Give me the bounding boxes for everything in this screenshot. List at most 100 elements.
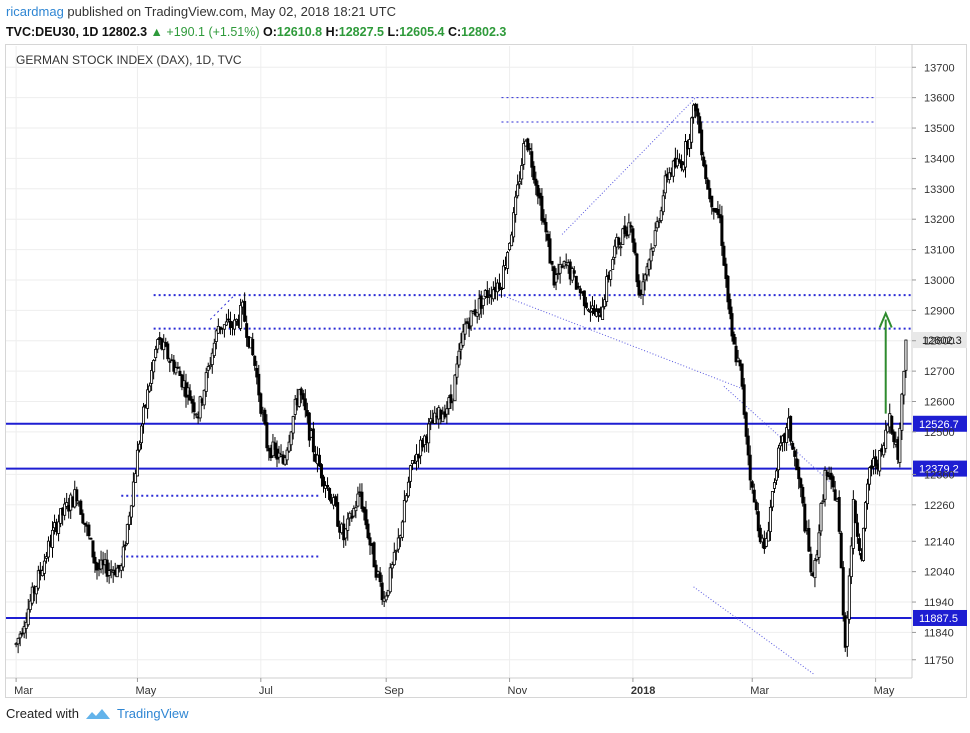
candle <box>170 354 174 362</box>
candle <box>131 472 135 508</box>
candle-body <box>560 265 564 268</box>
candle <box>702 151 706 168</box>
candle-body <box>16 637 20 645</box>
candle <box>87 522 91 540</box>
candle-body <box>322 476 326 487</box>
candle <box>609 270 613 287</box>
candle-body <box>190 398 194 404</box>
candle-body <box>463 323 467 335</box>
candle-body <box>198 396 202 419</box>
candle-body <box>121 546 125 568</box>
candle-body <box>20 632 24 635</box>
candle <box>556 263 560 280</box>
low-label: L: <box>387 25 400 39</box>
candle <box>853 499 857 524</box>
candle-body <box>659 210 663 221</box>
candle-body <box>655 221 659 229</box>
candle <box>410 460 414 471</box>
candle-body <box>107 570 111 576</box>
candle-body <box>51 529 55 548</box>
candle <box>150 362 154 391</box>
candle-body <box>350 515 354 519</box>
candle <box>584 296 588 310</box>
candle-body <box>285 449 289 461</box>
candle-body <box>344 528 348 539</box>
level-price-tag <box>913 460 967 477</box>
candle <box>16 637 20 654</box>
candle-body <box>534 178 538 186</box>
candle <box>79 499 83 515</box>
candle-body <box>408 465 412 482</box>
candle-body <box>841 567 845 616</box>
author-link[interactable]: ricardmag <box>6 4 64 19</box>
candle-body <box>485 290 489 298</box>
candle-body <box>245 323 249 338</box>
candle <box>326 477 330 491</box>
y-tick-label: 13300 <box>924 184 955 196</box>
candle <box>93 551 97 573</box>
candle-body <box>892 431 896 443</box>
y-tick-label: 11940 <box>924 597 954 609</box>
published-text: published on TradingView.com, May 02, 20… <box>67 4 396 19</box>
candle-body <box>629 225 633 228</box>
candle-body <box>224 321 228 326</box>
candle-body <box>346 518 350 531</box>
candle-body <box>845 617 849 647</box>
candle-body <box>212 342 216 357</box>
candle <box>756 502 760 538</box>
candle-body <box>605 276 609 302</box>
candle <box>900 392 904 440</box>
candle <box>868 466 872 491</box>
candle <box>459 333 463 360</box>
candle <box>597 308 601 322</box>
candle-body <box>449 394 453 404</box>
candle-body <box>518 181 522 185</box>
candle-body <box>273 442 277 450</box>
candle <box>878 449 882 477</box>
candle-body <box>756 511 760 532</box>
candle <box>821 494 825 504</box>
candle <box>902 370 906 405</box>
candle-body <box>813 560 817 579</box>
candle-body <box>623 225 627 235</box>
drawings-layer <box>121 97 912 676</box>
candle <box>700 121 704 161</box>
candle-body <box>352 508 356 517</box>
candle <box>156 338 160 354</box>
y-tick-label: 13200 <box>924 214 955 226</box>
candle <box>253 355 257 371</box>
tradingview-brand-link[interactable]: TradingView <box>116 706 189 721</box>
candle-body <box>797 466 801 480</box>
candle <box>475 312 479 324</box>
candle-body <box>253 355 257 366</box>
candle <box>742 377 746 419</box>
candle <box>360 483 364 512</box>
candle-body <box>801 487 805 504</box>
candle <box>123 541 127 551</box>
candle <box>166 341 170 362</box>
publisher-line: ricardmag published on TradingView.com, … <box>6 2 956 22</box>
candle-body <box>617 237 621 246</box>
candle-body <box>137 443 141 451</box>
candle <box>528 143 532 155</box>
candle-body <box>283 457 287 465</box>
candle <box>643 273 647 291</box>
candle <box>366 519 370 540</box>
candle <box>481 298 485 315</box>
candle <box>289 430 293 452</box>
candle-body <box>301 393 305 400</box>
candle <box>748 445 752 491</box>
candle-body <box>702 156 706 167</box>
candle <box>572 266 576 278</box>
candle-body <box>156 339 160 350</box>
candle-body <box>131 481 135 507</box>
candle <box>222 324 226 338</box>
candle <box>534 171 538 196</box>
candle-body <box>550 260 554 265</box>
candle <box>26 598 30 627</box>
candle <box>354 500 358 519</box>
candle <box>803 496 807 534</box>
candle <box>115 564 119 578</box>
candle <box>833 480 837 501</box>
